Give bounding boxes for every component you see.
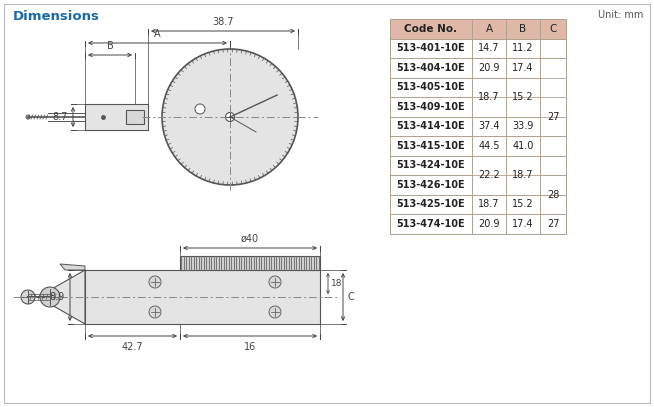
Bar	[390, 19, 566, 39]
Text: 513-424-10E: 513-424-10E	[397, 160, 465, 170]
Text: 20.9: 20.9	[478, 63, 500, 73]
Text: 38.7: 38.7	[213, 17, 233, 27]
Bar	[390, 175, 566, 195]
Text: 11.2: 11.2	[512, 43, 534, 53]
Circle shape	[149, 276, 161, 288]
Text: 18.7: 18.7	[478, 92, 500, 102]
Circle shape	[269, 306, 281, 318]
Bar	[390, 39, 566, 58]
Bar	[390, 195, 566, 214]
Text: 17.4: 17.4	[512, 219, 534, 229]
Bar	[390, 58, 566, 77]
Text: Dimensions: Dimensions	[13, 10, 100, 23]
Text: 37.4: 37.4	[478, 121, 500, 131]
Text: 513-426-10E: 513-426-10E	[397, 180, 465, 190]
Text: 42.7: 42.7	[122, 342, 143, 352]
Circle shape	[21, 290, 35, 304]
Text: 15.2: 15.2	[512, 199, 534, 209]
Text: Code No.: Code No.	[404, 24, 458, 34]
Bar	[180, 256, 320, 270]
Text: 22.2: 22.2	[478, 170, 500, 180]
Bar	[85, 270, 320, 324]
Text: 513-404-10E: 513-404-10E	[397, 63, 465, 73]
Text: 27: 27	[547, 112, 559, 122]
Bar	[126, 110, 144, 124]
Bar	[390, 136, 566, 155]
Text: 513-425-10E: 513-425-10E	[397, 199, 465, 209]
Text: 8.9: 8.9	[50, 292, 65, 302]
Text: 18.7: 18.7	[512, 170, 534, 180]
Text: C: C	[347, 292, 354, 302]
Text: B: B	[519, 24, 526, 34]
Circle shape	[40, 287, 60, 307]
Bar	[390, 116, 566, 136]
Text: 44.5: 44.5	[478, 141, 500, 151]
Text: 18.7: 18.7	[478, 199, 500, 209]
Text: Unit: mm: Unit: mm	[598, 10, 643, 20]
Circle shape	[162, 49, 298, 185]
Circle shape	[226, 112, 235, 122]
Text: A: A	[154, 29, 161, 39]
Bar	[85, 104, 148, 130]
Text: 41.0: 41.0	[512, 141, 534, 151]
Text: 16: 16	[244, 342, 256, 352]
Bar	[390, 97, 566, 116]
Circle shape	[269, 276, 281, 288]
Text: 15.2: 15.2	[512, 92, 534, 102]
Text: 17.4: 17.4	[512, 63, 534, 73]
Circle shape	[149, 306, 161, 318]
Text: 513-409-10E: 513-409-10E	[397, 102, 465, 112]
Circle shape	[26, 115, 30, 119]
Text: C: C	[549, 24, 557, 34]
Bar	[390, 214, 566, 234]
Text: ø40: ø40	[241, 234, 259, 244]
Text: 513-401-10E: 513-401-10E	[397, 43, 465, 53]
Text: 18: 18	[331, 279, 343, 288]
Polygon shape	[60, 264, 85, 270]
Text: 513-414-10E: 513-414-10E	[397, 121, 465, 131]
Text: 33.9: 33.9	[512, 121, 534, 131]
Text: 14.7: 14.7	[478, 43, 500, 53]
Text: 27: 27	[547, 219, 559, 229]
Polygon shape	[50, 270, 85, 324]
Text: 513-405-10E: 513-405-10E	[397, 82, 465, 92]
Text: A: A	[485, 24, 492, 34]
Text: 513-415-10E: 513-415-10E	[397, 141, 465, 151]
Bar	[390, 155, 566, 175]
Bar	[390, 77, 566, 97]
Text: B: B	[107, 41, 113, 51]
Text: 20.9: 20.9	[478, 219, 500, 229]
Text: 28: 28	[547, 190, 559, 199]
Circle shape	[195, 104, 205, 114]
Text: 513-474-10E: 513-474-10E	[397, 219, 465, 229]
Text: 8.7: 8.7	[52, 112, 68, 122]
